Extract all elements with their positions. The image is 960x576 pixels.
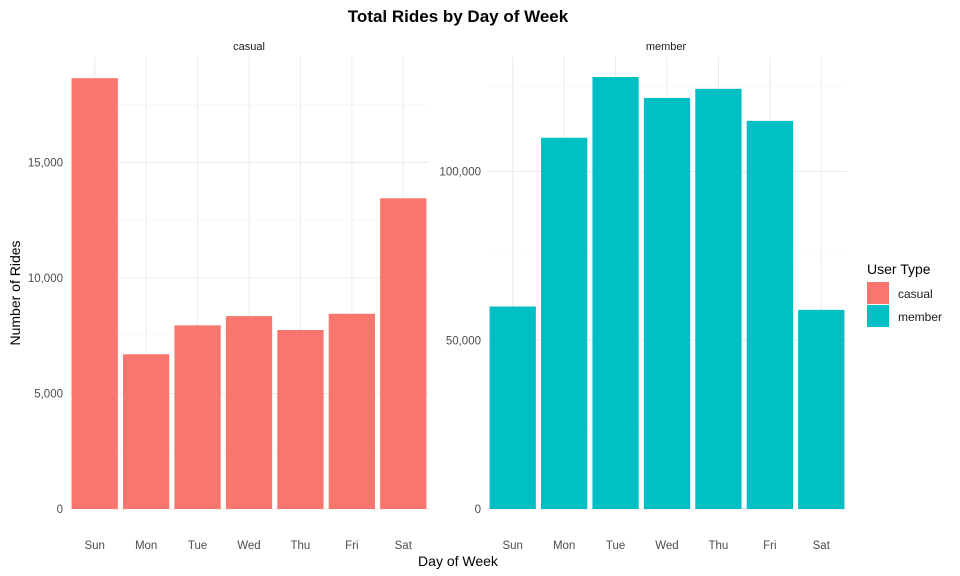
bar-sun bbox=[71, 78, 118, 509]
bar-fri bbox=[328, 313, 375, 509]
legend: User Type casual member bbox=[867, 261, 942, 327]
x-tick-label: Tue bbox=[606, 540, 625, 552]
y-tick-label: 0 bbox=[475, 504, 481, 516]
legend-title: User Type bbox=[867, 261, 931, 277]
bar-tue bbox=[592, 77, 639, 509]
legend-key-casual bbox=[867, 282, 889, 304]
y-tick-label: 0 bbox=[57, 504, 63, 516]
legend-label-member: member bbox=[898, 310, 942, 324]
bar-wed bbox=[643, 97, 691, 510]
x-tick-label: Mon bbox=[135, 540, 157, 552]
y-axis-title: Number of Rides bbox=[7, 240, 23, 345]
legend-key-member bbox=[867, 305, 889, 327]
y-tick-label: 100,000 bbox=[439, 167, 481, 179]
panel-casual: casual 0 5,000 10,000 15,000 Sun Mon Tue Wed Thu F… bbox=[28, 41, 429, 552]
x-tick-label: Wed bbox=[655, 540, 678, 552]
x-tick-label: Sat bbox=[813, 540, 831, 552]
bar-sat bbox=[380, 198, 427, 509]
x-tick-label: Thu bbox=[709, 540, 729, 552]
x-tick-label: Sun bbox=[502, 540, 522, 552]
y-tick-label: 5,000 bbox=[34, 388, 63, 400]
bar-fri bbox=[746, 120, 793, 509]
x-tick-label: Sun bbox=[84, 540, 104, 552]
x-tick-label: Thu bbox=[291, 540, 311, 552]
x-tick-label: Wed bbox=[237, 540, 260, 552]
bar-thu bbox=[277, 329, 324, 509]
x-tick-label: Mon bbox=[553, 540, 575, 552]
y-tick-label: 50,000 bbox=[446, 335, 481, 347]
bar-thu bbox=[695, 88, 742, 509]
panel-member: member 0 50,000 100,000 Sun Mon Tue Wed Thu Fri Sa… bbox=[439, 41, 847, 552]
x-tick-label: Sat bbox=[395, 540, 413, 552]
bar-mon bbox=[541, 137, 588, 509]
x-tick-label: Fri bbox=[763, 540, 776, 552]
panel-strip-label: casual bbox=[233, 41, 265, 53]
x-tick-label: Tue bbox=[188, 540, 207, 552]
x-tick-label: Fri bbox=[345, 540, 358, 552]
bar-wed bbox=[225, 316, 273, 509]
y-tick-label: 10,000 bbox=[28, 273, 63, 285]
bar-sat bbox=[798, 309, 845, 509]
bar-sun bbox=[489, 306, 536, 509]
panel-strip-label: member bbox=[646, 41, 687, 53]
chart-title: Total Rides by Day of Week bbox=[348, 7, 569, 26]
y-tick-label: 15,000 bbox=[28, 157, 63, 169]
bar-tue bbox=[174, 325, 221, 509]
legend-label-casual: casual bbox=[898, 287, 933, 301]
bar-mon bbox=[123, 354, 170, 509]
x-axis-title: Day of Week bbox=[418, 553, 499, 569]
